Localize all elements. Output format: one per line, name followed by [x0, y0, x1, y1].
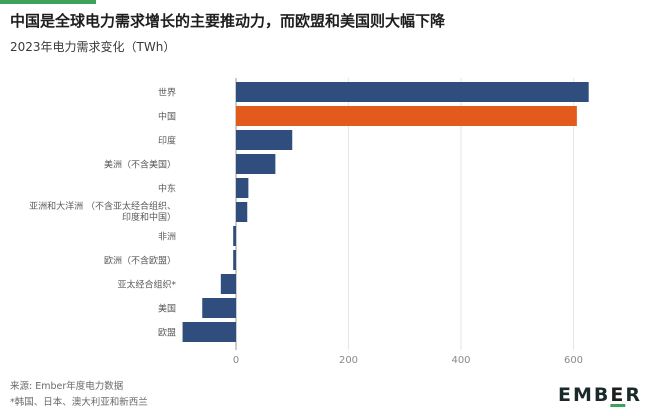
bar-6 [233, 226, 236, 246]
category-label: 世界 [158, 87, 176, 99]
x-axis-ticks: 0 200 400 600 [233, 355, 583, 366]
bar-9 [202, 298, 236, 318]
category-label: 欧洲（不含欧盟） [104, 255, 176, 267]
category-label: 亚太经合组织* [117, 279, 176, 291]
bar-2 [236, 130, 293, 150]
category-label: 印度 [158, 135, 176, 147]
chart-title: 中国是全球电力需求增长的主要推动力，而欧盟和美国则大幅下降 [10, 12, 446, 30]
bar-10 [182, 322, 236, 342]
ember-logo: EMBER [558, 384, 642, 406]
footnote: *韩国、日本、澳大利亚和新西兰 [10, 397, 148, 408]
bar-3 [236, 154, 276, 174]
title-accent-line [0, 0, 96, 4]
bar-4 [236, 178, 249, 198]
category-label: 美洲（不含美国） [104, 159, 176, 171]
bar-0 [236, 82, 589, 102]
category-label: 非洲 [158, 231, 176, 243]
category-label: 中国 [158, 111, 176, 123]
x-tick-label: 200 [339, 355, 358, 366]
bar-5 [236, 202, 248, 222]
category-label: 亚洲和大洋洲 （不含亚太经合组织、印度和中国） [29, 200, 176, 223]
bar-7 [233, 250, 236, 270]
category-label: 中东 [158, 183, 176, 195]
x-tick-label: 600 [564, 355, 583, 366]
source-note: 来源: Ember年度电力数据 [10, 381, 124, 392]
category-label: 欧盟 [158, 327, 176, 339]
category-label: 美国 [158, 303, 176, 315]
chart-subtitle: 2023年电力需求变化（TWh） [10, 40, 176, 54]
bar-8 [220, 274, 236, 294]
x-tick-label: 400 [451, 355, 470, 366]
bar-layer [182, 82, 589, 342]
bar-1 [236, 106, 577, 126]
x-tick-label: 0 [233, 355, 239, 366]
